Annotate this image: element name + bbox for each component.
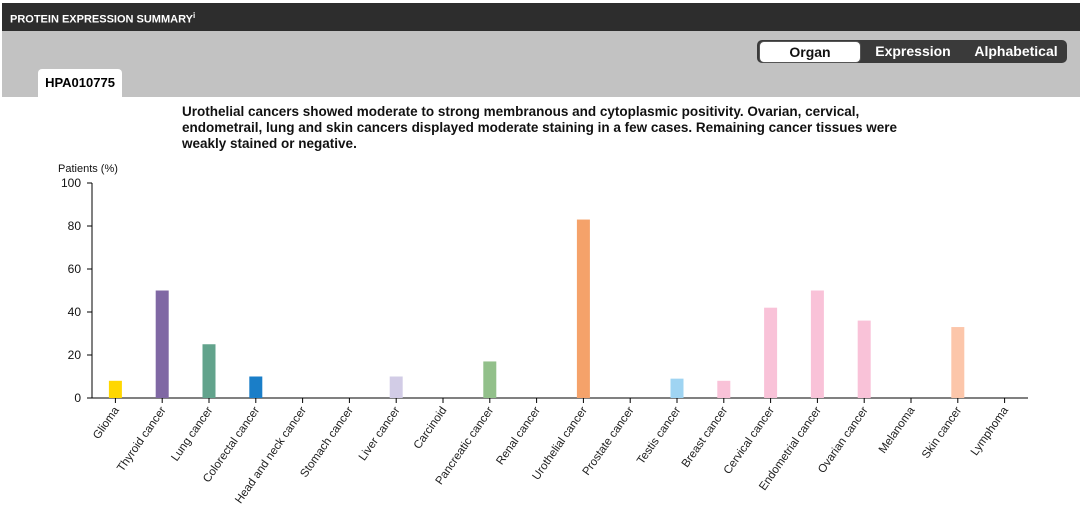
y-tick-label: 40 [68,305,82,319]
y-axis-label: Patients (%) [58,163,118,175]
x-tick-label: Testis cancer [635,405,683,467]
x-tick-label: Prostate cancer [581,405,637,478]
panel-title: PROTEIN EXPRESSION SUMMARYi [10,11,195,26]
x-tick-label: Cervical cancer [722,405,777,477]
y-tick-label: 0 [74,391,81,405]
bar-endometrial-cancer[interactable] [810,290,824,399]
bar-colorectal-cancer[interactable] [249,376,263,399]
x-tick-label: Thyroid cancer [115,405,169,474]
bar-thyroid-cancer[interactable] [155,290,169,399]
x-tick-label: Ovarian cancer [816,405,871,476]
x-tick-label: Breast cancer [680,405,731,470]
y-tick-label: 80 [68,219,82,233]
x-tick-label: Renal cancer [494,405,543,468]
x-tick-label: Carcinoid [412,405,450,452]
bar-breast-cancer[interactable] [717,380,731,398]
y-tick-label: 100 [61,176,81,190]
expression-description: Urothelial cancers showed moderate to st… [182,104,898,151]
x-tick-label: Lung cancer [169,405,215,464]
y-tick-label: 60 [68,262,82,276]
organ-button[interactable]: Organ [759,41,861,63]
panel-header: PROTEIN EXPRESSION SUMMARYi [2,3,1080,31]
x-tick-label: Stomach cancer [298,405,356,480]
bar-pancreatic-cancer[interactable] [483,361,497,398]
x-tick-label: Skin cancer [920,405,964,461]
bar-testis-cancer[interactable] [670,378,684,398]
view-toggle-group: Organ Expression Alphabetical [757,40,1067,63]
x-tick-label: Melanoma [877,404,918,455]
bar-cervical-cancer[interactable] [764,307,778,398]
bar-liver-cancer[interactable] [389,376,403,399]
expression-button[interactable]: Expression [875,43,951,59]
bar-glioma[interactable] [108,380,122,398]
panel-title-text: PROTEIN EXPRESSION SUMMARY [10,13,193,26]
bar-skin-cancer[interactable] [951,327,965,398]
x-tick-label: Glioma [91,404,122,441]
x-tick-label: Liver cancer [357,405,403,463]
bar-lung-cancer[interactable] [202,344,216,398]
alphabetical-button[interactable]: Alphabetical [974,43,1058,59]
bar-ovarian-cancer[interactable] [857,320,871,398]
info-icon[interactable]: i [192,11,196,20]
tab-antibody[interactable]: HPA010775 [38,69,122,97]
bar-urothelial-cancer[interactable] [576,219,590,398]
x-tick-label: Lymphoma [969,404,1012,458]
y-tick-label: 20 [68,348,82,362]
